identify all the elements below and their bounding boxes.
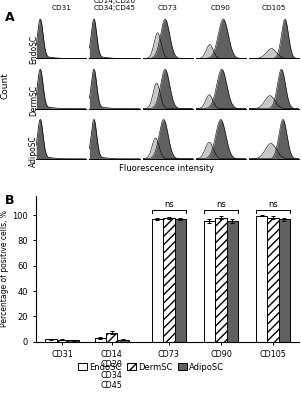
Text: B: B — [5, 194, 14, 207]
Bar — [68, 340, 79, 342]
Bar — [256, 216, 267, 342]
Bar — [204, 221, 215, 342]
Title: CD31: CD31 — [51, 5, 71, 11]
Bar — [227, 221, 238, 342]
Title: CD105: CD105 — [262, 5, 286, 11]
Bar — [45, 339, 56, 342]
Bar — [267, 218, 279, 342]
Y-axis label: AdipoSC: AdipoSC — [29, 136, 38, 167]
Text: Count: Count — [0, 72, 9, 99]
Y-axis label: Percentage of positive cells, %: Percentage of positive cells, % — [0, 210, 9, 327]
Bar — [95, 338, 106, 342]
Bar — [56, 340, 68, 342]
Text: Fluorescence intensity: Fluorescence intensity — [119, 164, 214, 172]
Bar — [279, 220, 290, 342]
Bar — [163, 218, 175, 342]
Bar — [215, 218, 227, 342]
Bar — [175, 219, 186, 342]
Text: A: A — [5, 11, 14, 24]
Legend: EndoSC, DermSC, AdipoSC: EndoSC, DermSC, AdipoSC — [74, 359, 228, 375]
Bar — [152, 219, 163, 342]
Title: CD90: CD90 — [211, 5, 231, 11]
Title: CD73: CD73 — [158, 5, 178, 11]
Bar — [106, 333, 117, 342]
Title: CD14;CD20
CD34;CD45: CD14;CD20 CD34;CD45 — [93, 0, 136, 11]
Text: ns: ns — [268, 200, 278, 209]
Text: ns: ns — [216, 200, 226, 209]
Y-axis label: DermSC: DermSC — [29, 85, 38, 116]
Text: ns: ns — [164, 200, 174, 209]
Bar — [117, 340, 129, 342]
Y-axis label: EndoSC: EndoSC — [29, 35, 38, 64]
